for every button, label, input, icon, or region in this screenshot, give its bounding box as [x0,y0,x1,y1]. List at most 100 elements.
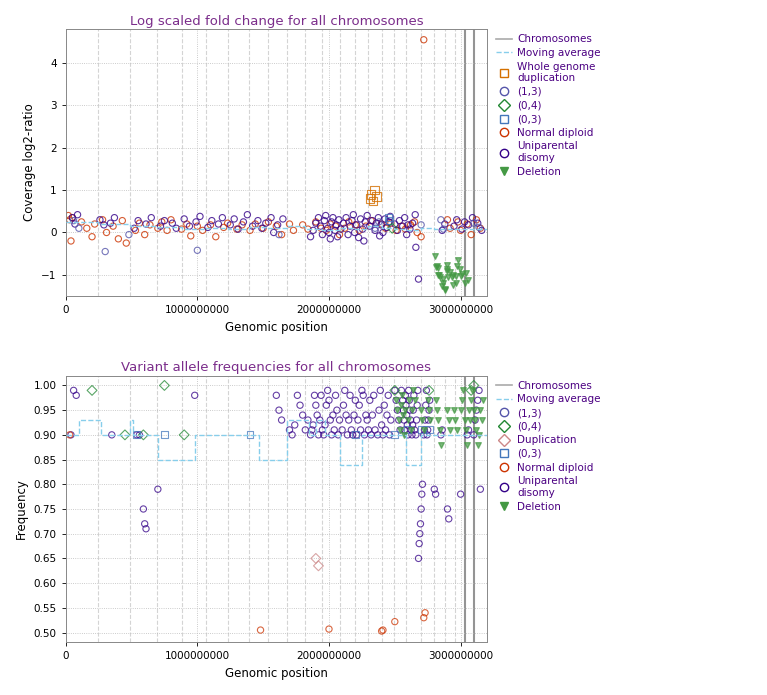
Point [144,220,156,231]
Point [382,212,394,223]
Point [400,409,413,420]
Point [393,414,405,425]
Point [473,222,486,233]
Point [116,215,128,226]
Point [463,220,475,231]
Point [349,395,361,406]
Point [468,380,480,391]
Point [319,419,331,430]
Point [209,231,222,243]
Point [374,385,387,396]
Point [465,385,477,396]
Point [369,222,381,234]
Point [334,414,346,425]
Point [378,400,390,411]
Point [432,269,444,280]
Point [439,218,451,229]
Point [166,218,179,229]
Point [408,425,420,436]
Point [372,212,384,223]
Point [283,218,295,229]
Point [246,220,258,231]
Point [100,227,113,238]
Point [236,220,249,231]
Point [178,430,190,441]
Point [396,390,408,401]
Point [262,216,275,227]
Point [384,211,397,222]
Point [364,193,376,204]
Point [449,270,462,281]
Point [81,222,93,234]
Point [466,385,479,396]
Point [348,227,360,238]
Point [421,430,433,441]
Point [332,430,344,441]
Point [176,224,188,235]
Point [382,390,394,401]
Point [228,213,240,224]
Point [324,414,337,425]
Point [376,626,388,637]
Point [344,220,356,231]
Point [341,430,354,441]
Point [435,430,447,441]
Point [346,215,358,226]
Point [420,400,432,411]
Point [353,224,365,236]
Point [339,222,351,234]
Point [457,385,469,396]
Point [334,224,347,235]
Point [399,425,411,436]
Point [407,419,419,430]
Point [472,395,484,406]
Point [318,430,330,441]
Point [395,220,407,231]
Point [273,404,285,416]
Point [196,224,209,236]
Point [75,216,87,227]
Point [345,425,357,436]
Point [304,430,317,441]
Point [439,284,451,295]
Point [386,222,398,234]
Point [389,218,401,229]
Point [137,503,150,514]
Point [394,425,407,436]
Point [446,271,459,282]
Point [390,224,402,236]
Point [365,189,377,200]
Point [449,414,462,425]
Point [374,230,386,241]
Point [351,430,363,441]
Point [189,390,201,401]
Point [181,218,193,229]
Point [273,229,285,240]
Point [404,414,416,425]
Point [389,616,401,627]
Point [397,220,409,231]
Point [417,430,430,441]
Point [423,414,435,425]
Point [414,518,426,530]
Point [165,214,177,225]
Point [323,623,335,635]
Point [406,430,418,441]
Point [357,224,369,235]
Point [408,395,420,406]
Point [464,414,476,425]
Point [456,224,468,235]
Point [97,220,110,231]
Point [453,254,465,265]
Point [321,222,334,234]
Point [323,227,335,238]
Point [470,404,482,416]
Point [401,419,413,430]
Point [133,430,146,441]
Point [343,414,355,425]
Point [422,425,434,436]
Point [456,395,468,406]
Point [449,277,462,288]
Point [123,229,135,240]
Point [402,430,414,441]
